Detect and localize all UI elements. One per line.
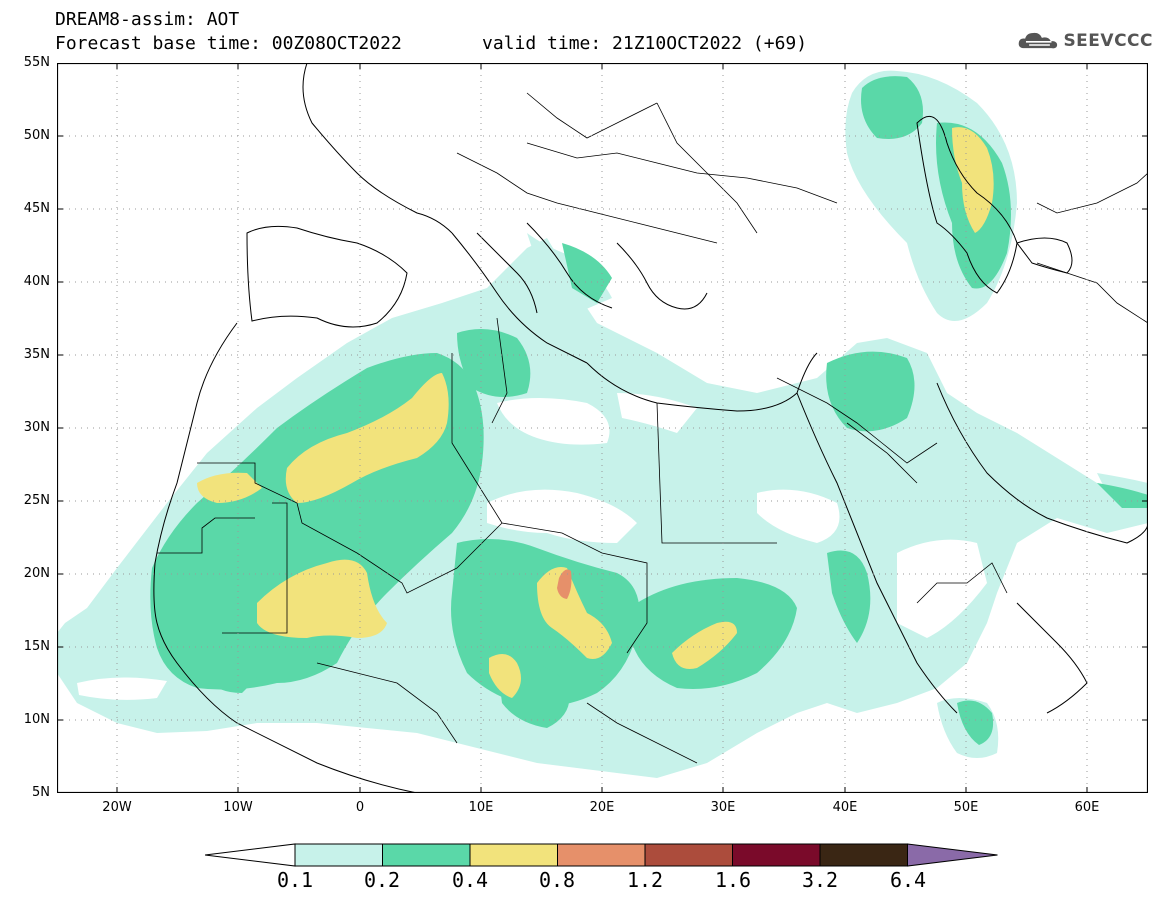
lat-tick-45n: 45N (23, 201, 50, 216)
seevccc-logo: SEEVCCC (1018, 26, 1153, 56)
colorbar-label-1.6: 1.6 (714, 868, 752, 892)
lon-tick-30e: 30E (710, 800, 736, 815)
colorbar-cell (382, 843, 471, 867)
logo-text: SEEVCCC (1063, 31, 1153, 51)
aot-level-0.4 (197, 127, 994, 698)
colorbar-label-0.2: 0.2 (363, 868, 401, 892)
colorbar-cell (557, 843, 646, 867)
aot-level-0.8 (557, 569, 572, 599)
aot-map (57, 63, 1148, 793)
lat-tick-30n: 30N (23, 420, 50, 435)
forecast-base-time: Forecast base time: 00Z08OCT2022 (55, 33, 402, 54)
colorbar-cell (469, 843, 558, 867)
lon-tick-40e: 40E (832, 800, 858, 815)
coastlines (153, 63, 1148, 793)
lat-tick-55n: 55N (23, 55, 50, 70)
lon-tick-60e: 60E (1074, 800, 1100, 815)
colorbar-label-6.4: 6.4 (889, 868, 927, 892)
aot-level-0.2 (150, 76, 1148, 745)
map-title: DREAM8-assim: AOT (55, 9, 240, 30)
lon-tick-0: 0 (355, 800, 365, 815)
colorbar (205, 843, 998, 867)
lat-tick-25n: 25N (23, 493, 50, 508)
colorbar-label-1.2: 1.2 (626, 868, 664, 892)
colorbar-label-0.4: 0.4 (451, 868, 489, 892)
colorbar-cell (294, 843, 383, 867)
colorbar-arrow-low (205, 843, 296, 867)
lat-tick-50n: 50N (23, 128, 50, 143)
colorbar-label-0.8: 0.8 (538, 868, 576, 892)
valid-time: valid time: 21Z10OCT2022 (+69) (482, 33, 808, 54)
lon-tick-10w: 10W (223, 800, 253, 815)
lon-tick-20e: 20E (589, 800, 615, 815)
axis-ticks (57, 63, 1148, 793)
colorbar-arrow-high (907, 843, 998, 867)
colorbar-cell (819, 843, 908, 867)
lat-tick-35n: 35N (23, 347, 50, 362)
lon-tick-10e: 10E (468, 800, 494, 815)
lon-tick-20w: 20W (102, 800, 132, 815)
colorbar-cell (644, 843, 733, 867)
lat-tick-40n: 40N (23, 274, 50, 289)
colorbar-label-3.2: 3.2 (801, 868, 839, 892)
lon-tick-50e: 50E (953, 800, 979, 815)
lat-tick-20n: 20N (23, 566, 50, 581)
lat-tick-10n: 10N (23, 712, 50, 727)
country-borders (157, 92, 1148, 764)
lat-tick-15n: 15N (23, 639, 50, 654)
cloud-icon (1018, 32, 1058, 49)
colorbar-label-0.1: 0.1 (276, 868, 314, 892)
lat-tick-5n: 5N (32, 785, 50, 800)
colorbar-cell (732, 843, 821, 867)
